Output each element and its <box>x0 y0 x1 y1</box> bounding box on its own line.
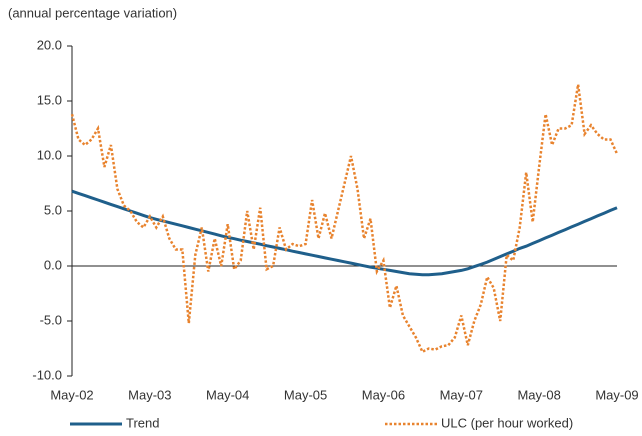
y-tick-label: -10.0 <box>32 367 62 382</box>
x-tick-label: May-04 <box>206 387 249 402</box>
series-line <box>71 189 618 277</box>
y-tick-label: 10.0 <box>37 147 62 162</box>
x-tick-label: May-08 <box>517 387 560 402</box>
y-tick-label: 20.0 <box>37 37 62 52</box>
legend-label: ULC (per hour worked) <box>441 415 573 430</box>
y-tick-label: -5.0 <box>40 312 62 327</box>
x-tick-label: May-05 <box>284 387 327 402</box>
y-tick-label: 15.0 <box>37 92 62 107</box>
y-tick-label: 5.0 <box>44 202 62 217</box>
x-tick-label: May-07 <box>440 387 483 402</box>
x-tick-label: May-09 <box>595 387 638 402</box>
x-tick-label: May-02 <box>50 387 93 402</box>
x-tick-label: May-03 <box>128 387 171 402</box>
subtitle: (annual percentage variation) <box>8 5 177 20</box>
y-tick-label: 0.0 <box>44 257 62 272</box>
series-line <box>70 84 619 354</box>
legend-label: Trend <box>126 415 159 430</box>
x-tick-label: May-06 <box>362 387 405 402</box>
